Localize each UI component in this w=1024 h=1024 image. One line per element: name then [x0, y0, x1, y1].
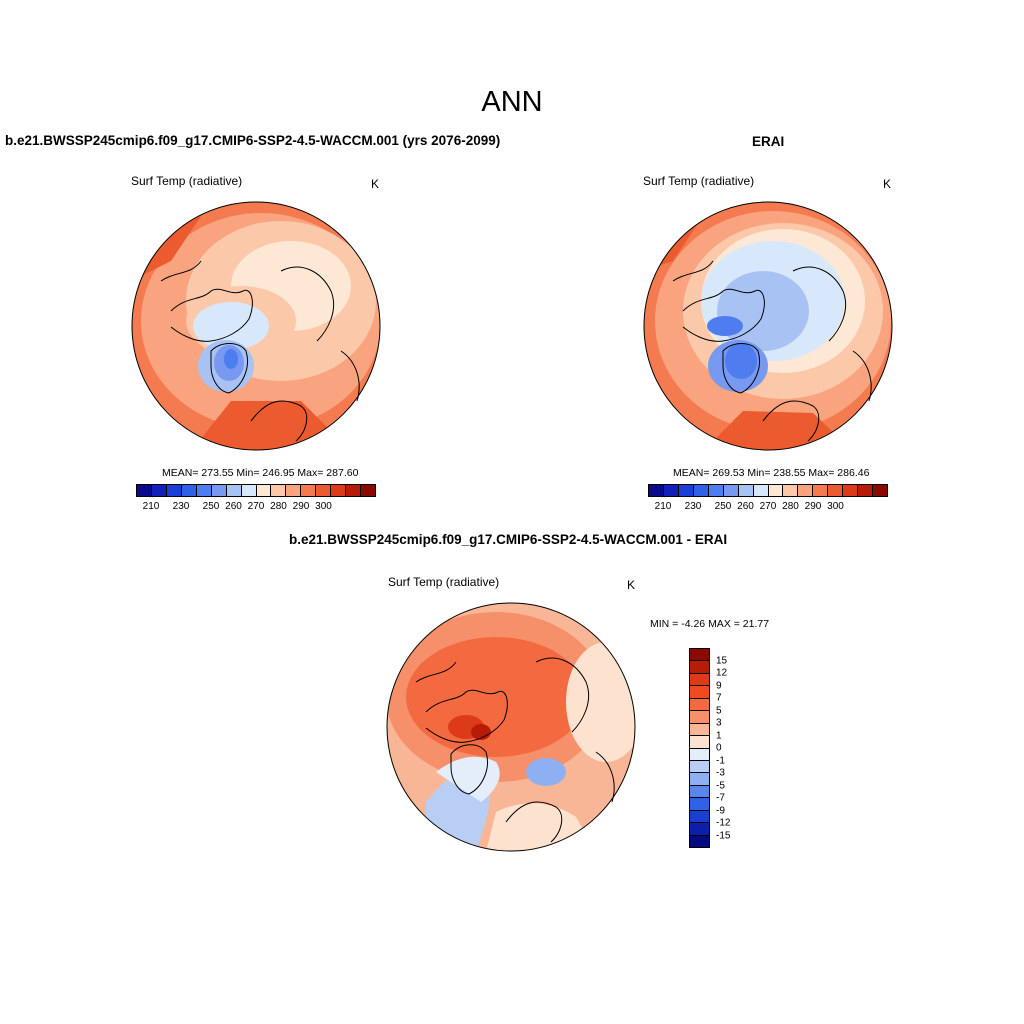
obs-colorbar-tick-label: 300	[827, 501, 844, 512]
obs-colorbar-tick-label: 270	[759, 501, 777, 512]
diff-colorbar-tick-label: 1	[716, 730, 722, 741]
obs-colorbar-swatch	[663, 485, 679, 496]
obs-colorbar-swatch	[858, 485, 874, 496]
diff-units-label: K	[627, 578, 636, 592]
model-panel-title: b.e21.BWSSP245cmip6.f09_g17.CMIP6-SSP2-4…	[5, 133, 501, 148]
diff-colorbar-swatch	[690, 736, 709, 749]
diff-colorbar-swatch	[690, 773, 709, 786]
diff-colorbar-swatch	[690, 760, 709, 774]
diff-colorbar-swatch	[690, 785, 709, 799]
model-colorbar-tick-label: 230	[172, 501, 190, 512]
model-colorbar-swatch	[211, 485, 227, 496]
obs-colorbar-swatch	[828, 485, 844, 496]
diff-colorbar-swatch	[690, 823, 709, 836]
model-colorbar-tick-label: 260	[225, 501, 242, 512]
obs-colorbar-swatch	[813, 485, 829, 496]
model-colorbar-swatch	[346, 485, 362, 496]
model-colorbar-swatch	[151, 485, 167, 496]
model-colorbar-tick-label: 210	[142, 501, 160, 512]
model-colorbar-swatch	[301, 485, 317, 496]
diff-variable-label: Surf Temp (radiative)	[388, 575, 500, 589]
obs-variable-label: Surf Temp (radiative)	[643, 174, 755, 188]
diff-colorbar-swatch	[690, 810, 709, 824]
diff-colorbar-tick-label: -7	[716, 792, 725, 804]
obs-panel-title: ERAI	[752, 134, 785, 149]
obs-colorbar-swatch	[723, 485, 739, 496]
model-colorbar-swatch	[166, 485, 182, 496]
diff-colorbar-swatch	[690, 711, 709, 724]
model-colorbar-swatch	[137, 485, 152, 496]
model-colorbar-swatch	[241, 485, 257, 496]
diff-colorbar-swatch	[690, 661, 709, 674]
obs-colorbar-tick-label: 290	[804, 501, 822, 512]
diff-stats: MIN = -4.26 MAX = 21.77	[650, 618, 770, 630]
diff-colorbar-tick-label: 5	[716, 705, 722, 716]
model-colorbar-swatch	[361, 485, 375, 496]
model-colorbar-swatch	[256, 485, 272, 496]
diff-colorbar-tick-label: 12	[716, 667, 728, 679]
obs-colorbar-tick-label: 260	[737, 501, 754, 512]
diff-colorbar-tick-label: 0	[716, 742, 722, 754]
diff-polar-map	[386, 602, 636, 852]
obs-stats: MEAN= 269.53 Min= 238.55 Max= 286.46	[673, 467, 870, 479]
diff-colorbar-swatch	[690, 798, 709, 811]
figure-title: ANN	[481, 86, 543, 118]
diff-colorbar-swatch	[690, 698, 709, 712]
obs-colorbar	[648, 484, 888, 497]
model-colorbar-swatch	[226, 485, 242, 496]
diff-colorbar-tick-label: -9	[716, 805, 725, 816]
diff-panel-title: b.e21.BWSSP245cmip6.f09_g17.CMIP6-SSP2-4…	[289, 532, 728, 547]
diff-colorbar-tick-label: 9	[716, 680, 722, 691]
obs-colorbar-tick-label: 230	[684, 501, 702, 512]
obs-colorbar-swatch	[873, 485, 887, 496]
diff-colorbar-swatch	[690, 723, 709, 737]
obs-polar-map	[643, 201, 893, 451]
obs-colorbar-swatch	[693, 485, 709, 496]
obs-colorbar-swatch	[753, 485, 769, 496]
obs-colorbar-swatch	[798, 485, 814, 496]
model-colorbar-swatch	[181, 485, 197, 496]
model-colorbar-swatch	[331, 485, 347, 496]
diff-colorbar-swatch	[690, 673, 709, 687]
model-colorbar	[136, 484, 376, 497]
obs-colorbar-swatch	[649, 485, 664, 496]
obs-colorbar-swatch	[708, 485, 724, 496]
diff-colorbar-tick-label: -15	[716, 830, 731, 841]
diff-colorbar-tick-label: -1	[716, 755, 725, 766]
obs-colorbar-swatch	[843, 485, 859, 496]
model-variable-label: Surf Temp (radiative)	[131, 174, 243, 188]
obs-colorbar-swatch	[738, 485, 754, 496]
model-colorbar-tick-label: 300	[315, 501, 332, 512]
model-colorbar-tick-label: 290	[292, 501, 310, 512]
model-colorbar-swatch	[271, 485, 287, 496]
diff-colorbar-swatch	[690, 686, 709, 699]
diff-colorbar-swatch	[690, 649, 709, 662]
obs-units-label: K	[883, 177, 892, 191]
diff-colorbar-tick-label: 15	[716, 655, 728, 666]
obs-colorbar-tick-label: 280	[782, 501, 799, 512]
obs-colorbar-swatch	[768, 485, 784, 496]
model-colorbar-swatch	[316, 485, 332, 496]
diff-colorbar	[689, 648, 710, 848]
model-colorbar-tick-label: 250	[202, 501, 220, 512]
model-colorbar-swatch	[286, 485, 302, 496]
obs-colorbar-swatch	[678, 485, 694, 496]
obs-colorbar-swatch	[783, 485, 799, 496]
model-colorbar-tick-label: 280	[270, 501, 287, 512]
model-units-label: K	[371, 177, 380, 191]
diff-colorbar-tick-label: -3	[716, 767, 725, 779]
diff-colorbar-tick-label: -5	[716, 780, 725, 791]
diff-colorbar-tick-label: -12	[716, 817, 731, 829]
obs-colorbar-tick-label: 210	[654, 501, 672, 512]
model-polar-map	[131, 201, 381, 451]
obs-colorbar-tick-label: 250	[714, 501, 732, 512]
diff-colorbar-swatch	[690, 748, 709, 761]
diff-colorbar-tick-label: 7	[716, 692, 722, 704]
diff-colorbar-swatch	[690, 835, 709, 847]
diff-colorbar-tick-label: 3	[716, 717, 722, 729]
model-colorbar-tick-label: 270	[247, 501, 265, 512]
model-stats: MEAN= 273.55 Min= 246.95 Max= 287.60	[162, 467, 359, 479]
model-colorbar-swatch	[196, 485, 212, 496]
